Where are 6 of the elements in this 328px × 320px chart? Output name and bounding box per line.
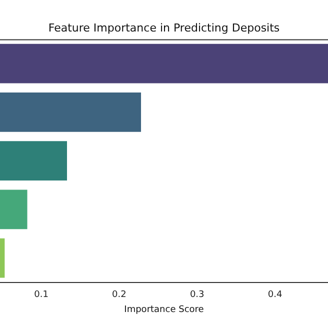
x-tick-label: 0.3 [190,290,204,300]
x-axis-title: Importance Score [124,304,204,315]
x-tick-label: 0.2 [112,290,126,300]
x-tick-label: 0.4 [268,290,282,300]
chart-title: Feature Importance in Predicting Deposits [48,21,280,34]
x-tick-label: 0.1 [34,290,48,300]
